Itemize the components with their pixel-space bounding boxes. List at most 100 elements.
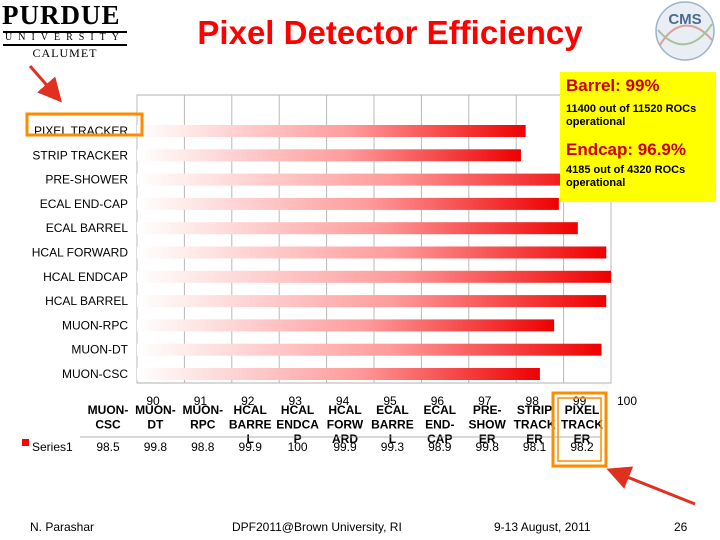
footer-venue: DPF2011@Brown University, RI (232, 520, 402, 534)
bar-1 (137, 149, 521, 162)
table-header-5-line-1: FORW (327, 418, 364, 432)
table-header-9-line-2: ER (526, 432, 543, 446)
barrel-text: 11400 out of 11520 ROCs operational (566, 103, 697, 128)
table-header-5-line-0: HCAL (328, 403, 361, 417)
purdue-wordmark: PURDUE (2, 0, 121, 30)
footer-date: 9-13 August, 2011 (494, 520, 591, 534)
arrow-to-pixel-label (28, 65, 62, 103)
category-label-3: ECAL END-CAP (40, 197, 128, 211)
arrow-to-pixel-column (606, 466, 696, 506)
bar-8 (137, 319, 555, 332)
table-header-7-line-1: END- (425, 418, 454, 432)
category-label-10: MUON-CSC (62, 367, 128, 381)
bar-10 (137, 368, 540, 380)
table-header-9-line-0: STRIP (517, 403, 552, 417)
table-row-label: Series1 (32, 440, 73, 454)
bar-6 (137, 270, 611, 283)
endcap-title: Endcap: 96.9% (566, 140, 686, 159)
table-header-1-line-0: MUON- (135, 403, 176, 417)
table-value-0: 98.5 (96, 440, 120, 454)
table-value-1: 99.8 (144, 440, 168, 454)
footer-author: N. Parashar (30, 520, 95, 534)
purdue-university-text: UNIVERSITY (5, 32, 125, 43)
chart-tick-labels: 90 91 92 93 94 95 96 97 98 99 100 (146, 394, 637, 408)
table-header-3-line-2: L (247, 432, 254, 446)
x-tick-label-3: 93 (289, 394, 303, 408)
bar-3 (137, 197, 559, 210)
pixel-column-highlight (551, 391, 608, 468)
table-value-10: 98.2 (570, 440, 594, 454)
purdue-calumet-text: CALUMET (32, 46, 98, 60)
x-tick-label-10: 100 (617, 394, 637, 408)
table-header-1-line-1: DT (147, 418, 164, 432)
table-header-4-line-2: P (294, 432, 302, 446)
pixel-column-highlight-inner (557, 397, 602, 462)
bar-7 (137, 295, 607, 308)
bar-5 (137, 246, 607, 259)
x-tick-label-1: 91 (194, 394, 208, 408)
chart-annotations (25, 65, 696, 506)
table-value-2: 98.8 (191, 440, 215, 454)
category-label-8: MUON-RPC (62, 318, 128, 332)
category-label-1: STRIP TRACKER (32, 148, 128, 162)
table-header-6-line-2: L (389, 432, 396, 446)
purdue-logo: PURDUE UNIVERSITY CALUMET (2, 2, 130, 60)
purdue-rule-top (3, 31, 127, 33)
chart-bars (137, 125, 611, 380)
category-label-9: MUON-DT (71, 343, 128, 357)
table-value-6: 99.3 (381, 440, 405, 454)
x-tick-label-2: 92 (241, 394, 255, 408)
table-header-4-line-1: ENDCA (276, 418, 319, 432)
purdue-rule-bottom (3, 44, 127, 46)
table-header-5-line-2: ARD (332, 432, 358, 446)
footer-page: 26 (674, 520, 688, 534)
table-value-8: 99.8 (476, 440, 500, 454)
x-tick-label-0: 90 (146, 394, 160, 408)
chart-gridlines (136, 94, 612, 384)
x-tick-label-6: 96 (431, 394, 445, 408)
table-header-7-line-2: CAP (427, 432, 452, 446)
bar-0 (137, 125, 526, 137)
bar-9 (137, 343, 602, 356)
table-header-8-line-2: ER (479, 432, 496, 446)
barrel-title: Barrel: 99% (566, 76, 660, 95)
table-header-10-line-1: TRACK (561, 418, 603, 432)
table-header-3-line-1: BARRE (229, 418, 272, 432)
table-header-0-line-1: CSC (95, 418, 121, 432)
x-tick-label-8: 98 (526, 394, 540, 408)
table-header-7-line-0: ECAL (423, 403, 456, 417)
bar-4 (137, 222, 578, 235)
table-header-8-line-1: SHOW (469, 418, 507, 432)
table-header-2-line-0: MUON- (182, 403, 223, 417)
table-header-9-line-1: TRACK (514, 418, 556, 432)
chart-data-table: MUON-CSCMUON-DTMUON-RPCHCALBARRELHCALEND… (22, 403, 603, 454)
page-title: Pixel Detector Efficiency (197, 14, 583, 51)
table-value-5: 99.9 (333, 440, 357, 454)
x-tick-label-5: 95 (383, 394, 397, 408)
table-header-4-line-0: HCAL (281, 403, 314, 417)
table-legend-swatch (22, 439, 29, 446)
category-label-2: PRE-SHOWER (45, 173, 128, 187)
x-tick-label-7: 97 (478, 394, 492, 408)
table-header-8-line-0: PRE- (473, 403, 502, 417)
category-label-7: HCAL BARREL (45, 294, 128, 308)
cms-logo-text: CMS (668, 11, 701, 28)
table-header-2-line-1: RPC (190, 418, 216, 432)
table-header-3-line-0: HCAL (234, 403, 267, 417)
cms-logo: CMS (655, 1, 715, 61)
table-header-6-line-1: BARRE (371, 418, 414, 432)
pixel-tracker-label-highlight (25, 112, 144, 137)
table-header-0-line-0: MUON- (88, 403, 129, 417)
category-label-6: HCAL ENDCAP (43, 270, 128, 284)
table-value-7: 98.9 (428, 440, 452, 454)
callout-box (560, 72, 716, 202)
category-label-5: HCAL FORWARD (32, 246, 129, 260)
table-value-4: 100 (288, 440, 308, 454)
table-header-10-line-0: PIXEL (565, 403, 600, 417)
x-tick-label-4: 94 (336, 394, 350, 408)
table-header-10-line-2: ER (574, 432, 591, 446)
endcap-text: 4185 out of 4320 ROCs operational (566, 164, 686, 189)
table-value-3: 99.9 (239, 440, 263, 454)
